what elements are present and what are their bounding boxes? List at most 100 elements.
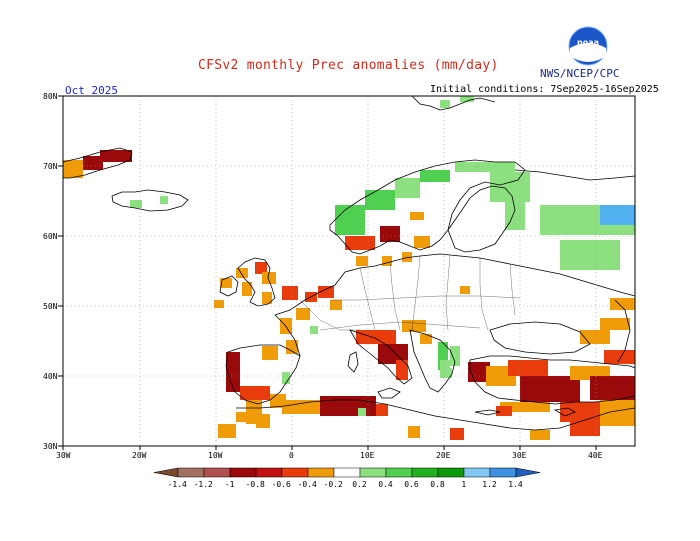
- legend-tick-label: -0.2: [323, 480, 343, 489]
- anomaly-cell: [236, 268, 248, 278]
- anomaly-cell: [255, 262, 267, 274]
- initial-conditions: Initial conditions: 7Sep2025-16Sep2025: [430, 84, 659, 95]
- legend-swatch: [281, 467, 309, 478]
- agency-label: NWS/NCEP/CPC: [540, 67, 620, 80]
- legend-tick-label: 0.6: [404, 480, 419, 489]
- anomaly-cell: [160, 196, 168, 204]
- legend-tick-label: -1: [224, 480, 235, 489]
- anomaly-cell: [100, 150, 132, 162]
- anomaly-cell: [604, 350, 635, 364]
- graticule: [63, 96, 635, 446]
- legend-arrow-left: [153, 467, 179, 478]
- lon-label-10w: 10W: [208, 451, 223, 460]
- anomaly-cell: [83, 156, 103, 170]
- anomaly-cell: [520, 376, 580, 402]
- anomaly-cell: [282, 400, 322, 414]
- anomaly-cell: [236, 412, 248, 422]
- anomaly-cell: [356, 256, 368, 266]
- legend-swatch: [203, 467, 231, 478]
- anomaly-cell: [460, 96, 474, 102]
- anomaly-cell: [240, 386, 270, 400]
- anomaly-cell: [450, 428, 464, 440]
- anomaly-cell: [356, 330, 396, 344]
- anomaly-cell: [600, 318, 630, 330]
- anomaly-cell: [496, 406, 512, 416]
- lat-label-50n: 50N: [43, 302, 58, 311]
- anomaly-cell: [570, 420, 600, 436]
- anomaly-cell: [376, 404, 388, 416]
- anomaly-cell: [600, 205, 635, 225]
- anomaly-cell: [590, 376, 635, 400]
- legend-tick-label: 1.2: [482, 480, 497, 489]
- lat-label-30n: 30N: [43, 442, 58, 451]
- legend-swatch: [489, 467, 517, 478]
- legend-swatch: [463, 467, 491, 478]
- anomaly-cell: [508, 360, 548, 376]
- legend-swatch: [411, 467, 439, 478]
- anomaly-cell: [262, 292, 272, 304]
- anomaly-cell: [226, 352, 240, 392]
- coastlines: [62, 95, 636, 431]
- anomaly-cell: [440, 368, 452, 378]
- anomaly-cell: [330, 300, 342, 310]
- anomaly-cell: [345, 236, 375, 250]
- noaa-logo-icon: noaa: [568, 26, 608, 66]
- lat-label-80n: 80N: [43, 92, 58, 101]
- anomaly-cell: [560, 240, 620, 270]
- map-title: CFSv2 monthly Prec anomalies (mm/day): [198, 58, 499, 73]
- legend-arrow-right: [515, 467, 541, 478]
- legend-swatch: [385, 467, 413, 478]
- anomaly-cell: [282, 286, 298, 300]
- lat-label-70n: 70N: [43, 162, 58, 171]
- legend-tick-label: 1: [461, 480, 467, 489]
- legend-tick-label: 1.4: [508, 480, 523, 489]
- anomaly-cell: [365, 190, 395, 210]
- lat-label-60n: 60N: [43, 232, 58, 241]
- map-frame: [62, 95, 636, 447]
- anomaly-cell: [214, 300, 224, 308]
- anomaly-cells: [63, 96, 635, 440]
- anomaly-cell: [450, 346, 460, 366]
- anomaly-cell: [410, 212, 424, 220]
- anomaly-cell: [560, 402, 600, 422]
- anomaly-cell: [395, 178, 420, 198]
- anomaly-cell: [396, 360, 408, 380]
- lat-label-40n: 40N: [43, 372, 58, 381]
- lon-label-0: 0: [289, 451, 294, 460]
- anomaly-cell: [218, 424, 236, 438]
- anomaly-cell: [380, 226, 400, 242]
- lon-label-40e: 40E: [588, 451, 603, 460]
- anomaly-cell: [262, 346, 278, 360]
- anomaly-cell: [402, 252, 412, 262]
- anomaly-cell: [414, 236, 430, 248]
- anomaly-cell: [256, 414, 270, 428]
- anomaly-cell: [420, 334, 432, 344]
- anomaly-cell: [130, 200, 142, 208]
- anomaly-cell: [242, 282, 252, 296]
- anomaly-cell: [282, 372, 290, 384]
- anomaly-cell: [335, 205, 365, 235]
- anomaly-cell: [220, 278, 232, 288]
- lon-label-20w: 20W: [132, 451, 147, 460]
- anomaly-cell: [286, 340, 298, 354]
- anomaly-cell: [440, 360, 450, 370]
- legend-tick-label: 0.8: [430, 480, 445, 489]
- country-borders: [299, 255, 521, 331]
- legend-swatch: [307, 467, 335, 478]
- legend-tick-label: 0.2: [352, 480, 367, 489]
- anomaly-cell: [530, 430, 550, 440]
- anomaly-cell: [420, 170, 450, 182]
- legend-swatch: [229, 467, 257, 478]
- legend-tick-label: -1.2: [193, 480, 213, 489]
- legend-swatch: [437, 467, 465, 478]
- anomaly-cell: [296, 308, 310, 320]
- anomaly-cell: [460, 286, 470, 294]
- anomaly-cell: [63, 160, 83, 178]
- legend-tick-label: 0.4: [378, 480, 393, 489]
- lon-label-30w: 30W: [56, 451, 71, 460]
- legend-swatch: [255, 467, 283, 478]
- forecast-month: Oct 2025: [65, 84, 118, 97]
- anomaly-cell: [468, 362, 490, 382]
